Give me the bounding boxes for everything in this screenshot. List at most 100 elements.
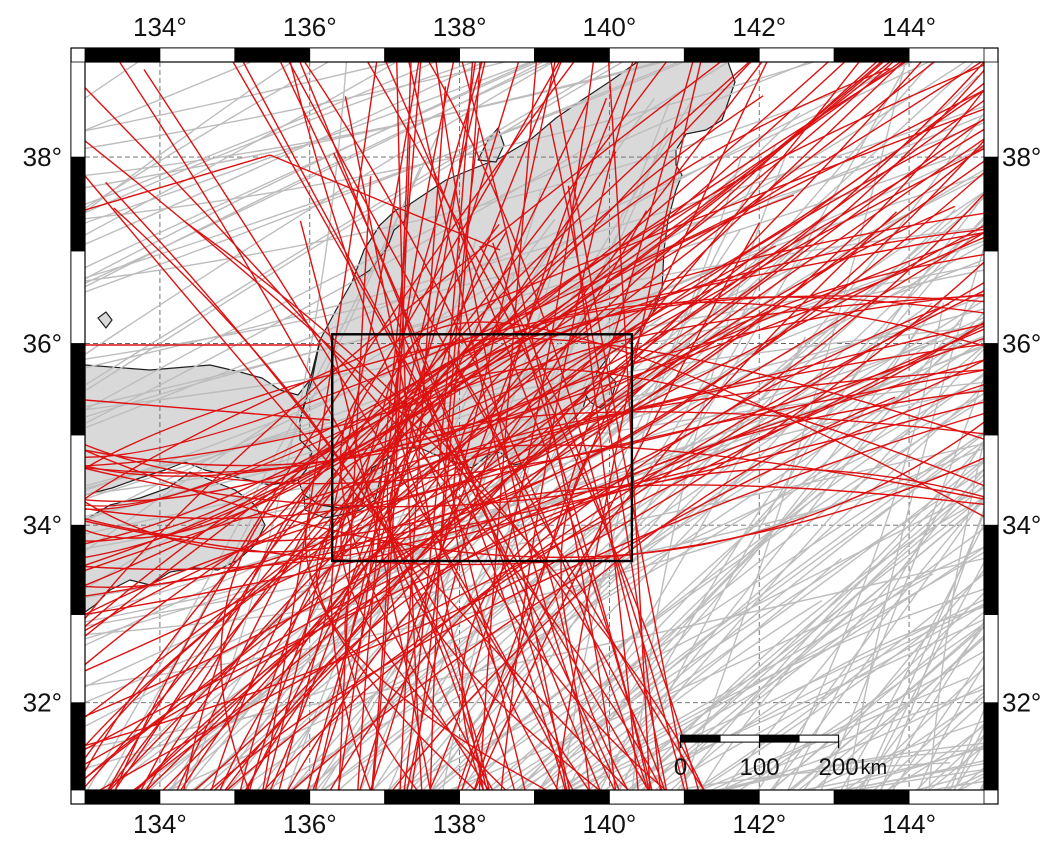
red-track (461, 62, 617, 790)
red-track (132, 62, 923, 790)
lat-label-right: 36° (1002, 328, 1041, 358)
frame-band-top (833, 47, 910, 63)
frame-band-top (159, 47, 236, 63)
red-track (560, 253, 984, 790)
lon-label-bottom: 144° (882, 809, 936, 839)
gray-track (593, 348, 984, 790)
red-track (85, 337, 984, 485)
scale-bar-graphic (679, 734, 840, 749)
frame-band-left (70, 702, 86, 791)
red-track (299, 62, 601, 790)
gray-track (85, 62, 545, 284)
gray-track (85, 62, 615, 387)
gray-track (569, 546, 984, 790)
gray-track (990, 177, 1064, 815)
red-track (85, 62, 830, 542)
gray-track (923, 734, 984, 790)
scale-segment (798, 734, 840, 743)
frame-band-bottom (609, 789, 685, 805)
gray-track (886, 700, 984, 790)
red-track (338, 176, 372, 790)
gray-track (561, 144, 777, 790)
lat-label-right: 32° (1002, 688, 1041, 718)
inner-frame (84, 61, 985, 791)
lon-label-top: 134° (133, 12, 187, 42)
gray-track (436, 398, 984, 790)
tick-labels: 134° 134° 136° 136° 138° 138° 140° 140° 142° 142°… (23, 12, 1042, 839)
gray-track (1040, 437, 1064, 816)
red-track (85, 86, 663, 790)
frame-band-left (70, 250, 86, 344)
gray-track (292, 196, 984, 790)
gray-track (536, 325, 921, 790)
lon-label-bottom: 140° (583, 809, 637, 839)
frame-band-right (983, 343, 999, 436)
red-track (435, 62, 616, 790)
red-track (239, 67, 890, 790)
red-track (232, 62, 620, 790)
gray-track (85, 173, 984, 590)
red-track (607, 62, 651, 790)
red-track (550, 62, 689, 790)
frame-band-top (84, 47, 161, 63)
frame-band-right (983, 61, 999, 158)
gray-track (490, 468, 984, 790)
gray-track (537, 336, 807, 790)
west-japan-landmass (85, 339, 321, 496)
gray-track (85, 62, 253, 132)
frame-band-left (70, 614, 86, 704)
gray-track (85, 62, 477, 214)
red-track (85, 128, 984, 502)
lon-label-top: 138° (433, 12, 487, 42)
shikoku-landmass (85, 471, 266, 613)
lat-label-left: 34° (23, 510, 62, 540)
gray-track (85, 62, 811, 411)
red-track (288, 62, 705, 790)
gray-track (85, 62, 330, 209)
red-track (244, 89, 984, 790)
gray-track (167, 321, 984, 790)
red-track (85, 232, 984, 760)
frame-band-top (459, 47, 535, 63)
red-track (85, 160, 984, 588)
gray-track (85, 62, 967, 492)
gray-track (485, 392, 984, 790)
gray-track (631, 497, 984, 790)
gray-track (949, 708, 984, 790)
gray-track (85, 62, 681, 293)
gray-track (738, 622, 984, 790)
gray-track (85, 62, 535, 280)
map-frame (70, 47, 999, 805)
lon-label-top: 142° (732, 12, 786, 42)
red-track (85, 343, 984, 632)
gray-track (561, 600, 823, 790)
gray-track (85, 62, 666, 177)
gray-track (85, 62, 730, 425)
scale-bar: 0 100 200 km (674, 734, 887, 781)
red-track (146, 62, 904, 790)
gray-track (640, 500, 984, 790)
gray-track (85, 62, 486, 246)
red-track (219, 118, 984, 790)
scale-label-0: 0 (674, 754, 687, 781)
gray-track (714, 748, 984, 790)
red-track (107, 62, 752, 790)
frame-band-right (983, 702, 999, 791)
red-track (359, 62, 634, 790)
scale-segment (759, 734, 800, 743)
gray-track (453, 431, 984, 790)
frame-band-top (384, 47, 460, 63)
red-track (429, 127, 480, 790)
gray-track (256, 266, 763, 790)
gray-track (860, 511, 984, 790)
red-track (85, 144, 984, 717)
red-track (279, 62, 567, 790)
gray-track (852, 769, 984, 790)
gray-track (1046, 738, 1064, 815)
scale-label-100: 100 (740, 754, 780, 781)
red-track (85, 399, 331, 421)
red-track (85, 89, 984, 520)
gray-track (289, 191, 984, 790)
gray-track (770, 591, 984, 790)
